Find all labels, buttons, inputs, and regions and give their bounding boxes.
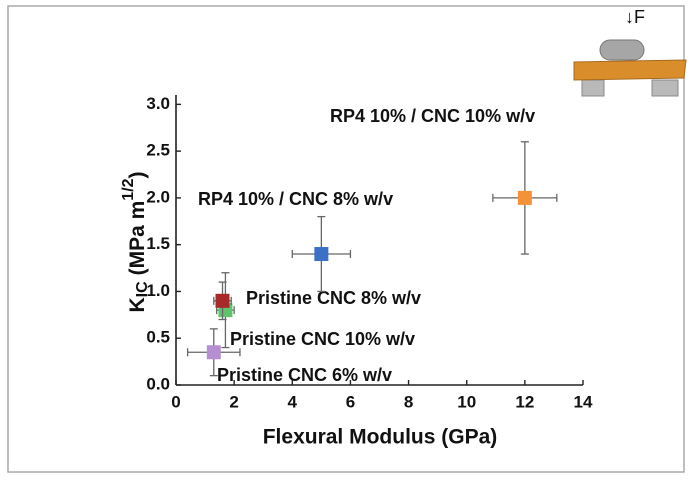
point	[314, 247, 329, 262]
x-tick-label: 8	[404, 392, 413, 411]
y-tick-label: 0.5	[146, 328, 170, 347]
frame	[7, 5, 685, 473]
support	[651, 79, 679, 97]
x-tick-label: 6	[346, 392, 355, 411]
y-tick-label: 1.0	[146, 281, 170, 300]
x-tick-label: 4	[288, 392, 298, 411]
y-tick-label: 2.5	[146, 141, 170, 160]
point-label: Pristine CNC 6% w/v	[217, 365, 392, 385]
point-label: Pristine CNC 8% w/v	[246, 288, 421, 308]
x-tick-label: 10	[457, 392, 476, 411]
y-title-sup: 1/2	[120, 178, 137, 200]
y-title-unit: (MPa m	[126, 201, 149, 276]
y-axis-title: KIC (MPa m1/2)	[120, 171, 151, 312]
x-axis-title: Flexural Modulus (GPa)	[263, 426, 498, 449]
x-tick-label: 14	[574, 392, 593, 411]
beam	[573, 59, 687, 81]
support	[581, 79, 605, 97]
x-tick-label: 2	[229, 392, 238, 411]
y-title-sub: IC	[134, 281, 151, 297]
y-tick-label: 0.0	[146, 374, 170, 393]
y-tick-label: 1.5	[146, 234, 170, 253]
point	[206, 345, 221, 360]
y-title-symbol: K	[126, 297, 149, 312]
point	[215, 293, 230, 308]
load-diagram: ↓F	[573, 7, 687, 97]
y-title-close: )	[126, 171, 149, 178]
point-label: RP4 10% / CNC 10% w/v	[330, 106, 535, 126]
roller	[599, 39, 645, 61]
point-label: Pristine CNC 10% w/v	[230, 329, 415, 349]
y-tick-label: 3.0	[146, 94, 170, 113]
force-label: ↓F	[625, 7, 645, 27]
x-tick-label: 12	[515, 392, 534, 411]
x-tick-label: 0	[171, 392, 180, 411]
y-tick-label: 2.0	[146, 187, 170, 206]
point-label: RP4 10% / CNC 8% w/v	[198, 189, 393, 209]
point	[517, 190, 532, 205]
